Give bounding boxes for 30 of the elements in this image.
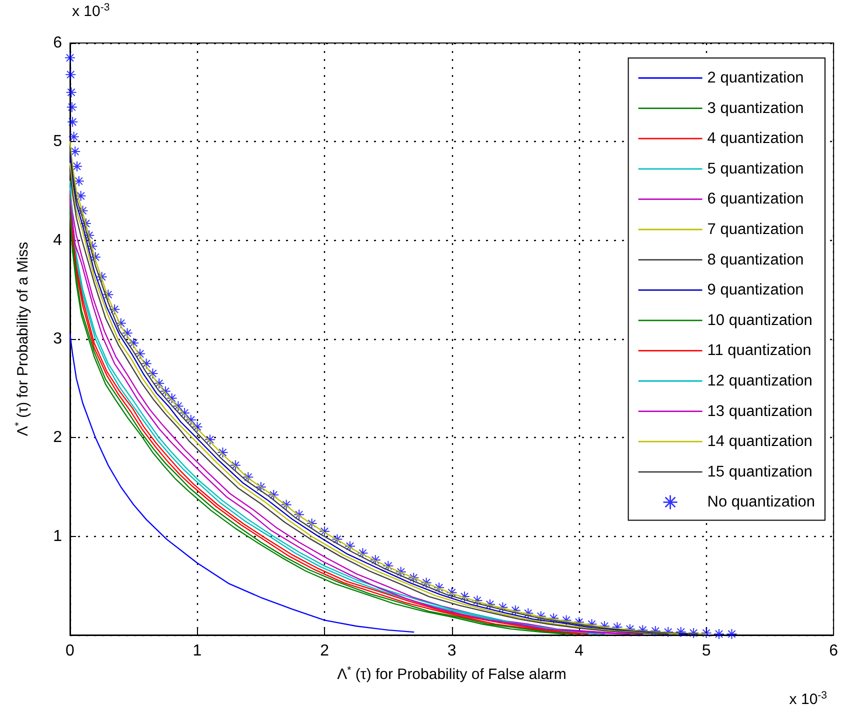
legend-label: 6 quantization	[707, 190, 804, 208]
x-tick-label: 6	[829, 642, 838, 660]
x-tick-label: 1	[192, 642, 202, 660]
y-tick-label: 4	[53, 232, 62, 249]
legend-label: 12 quantization	[707, 372, 812, 390]
legend-label: 15 quantization	[707, 463, 812, 480]
y-axis-title: Λ* (τ) for Probability of a Miss	[13, 242, 32, 436]
y-tick-label: 2	[53, 429, 62, 446]
y-tick-label: 6	[53, 34, 62, 52]
legend-label: 3 quantization	[707, 100, 804, 117]
x-tick-label: 5	[702, 642, 711, 660]
x-tick-label: 4	[574, 642, 584, 660]
x-tick-label: 0	[66, 642, 75, 660]
legend-label: 2 quantization	[707, 70, 804, 86]
legend-label: 9 quantization	[707, 282, 804, 299]
legend-label: 10 quantization	[707, 312, 812, 329]
y-tick-label: 5	[53, 133, 62, 150]
x-axis-title: Λ* (τ) for Probability of False alarm	[337, 664, 566, 683]
x-tick-label: 2	[320, 642, 330, 660]
y-tick-label: 1	[53, 528, 62, 545]
y-tick-label: 3	[53, 330, 62, 348]
x-tick-label: 3	[447, 642, 456, 660]
legend-label: 14 quantization	[707, 433, 812, 450]
legend-label: 5 quantization	[707, 160, 804, 178]
legend-label: 8 quantization	[707, 251, 804, 268]
legend-label: No quantization	[707, 494, 816, 511]
legend-label: 13 quantization	[707, 402, 812, 420]
legend-label: 7 quantization	[707, 221, 804, 238]
legend-label: 4 quantization	[707, 130, 804, 148]
legend-label: 11 quantization	[707, 342, 812, 360]
